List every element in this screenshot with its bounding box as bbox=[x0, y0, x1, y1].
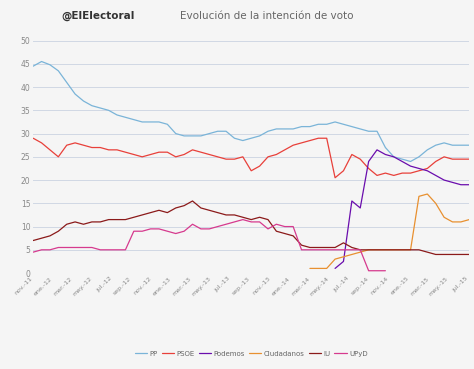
Text: @ElElectoral: @ElElectoral bbox=[62, 11, 135, 21]
Legend: PP, PSOE, Podemos, Ciudadanos, IU, UPyD: PP, PSOE, Podemos, Ciudadanos, IU, UPyD bbox=[135, 351, 368, 357]
Text: Evolución de la intención de voto: Evolución de la intención de voto bbox=[180, 11, 354, 21]
